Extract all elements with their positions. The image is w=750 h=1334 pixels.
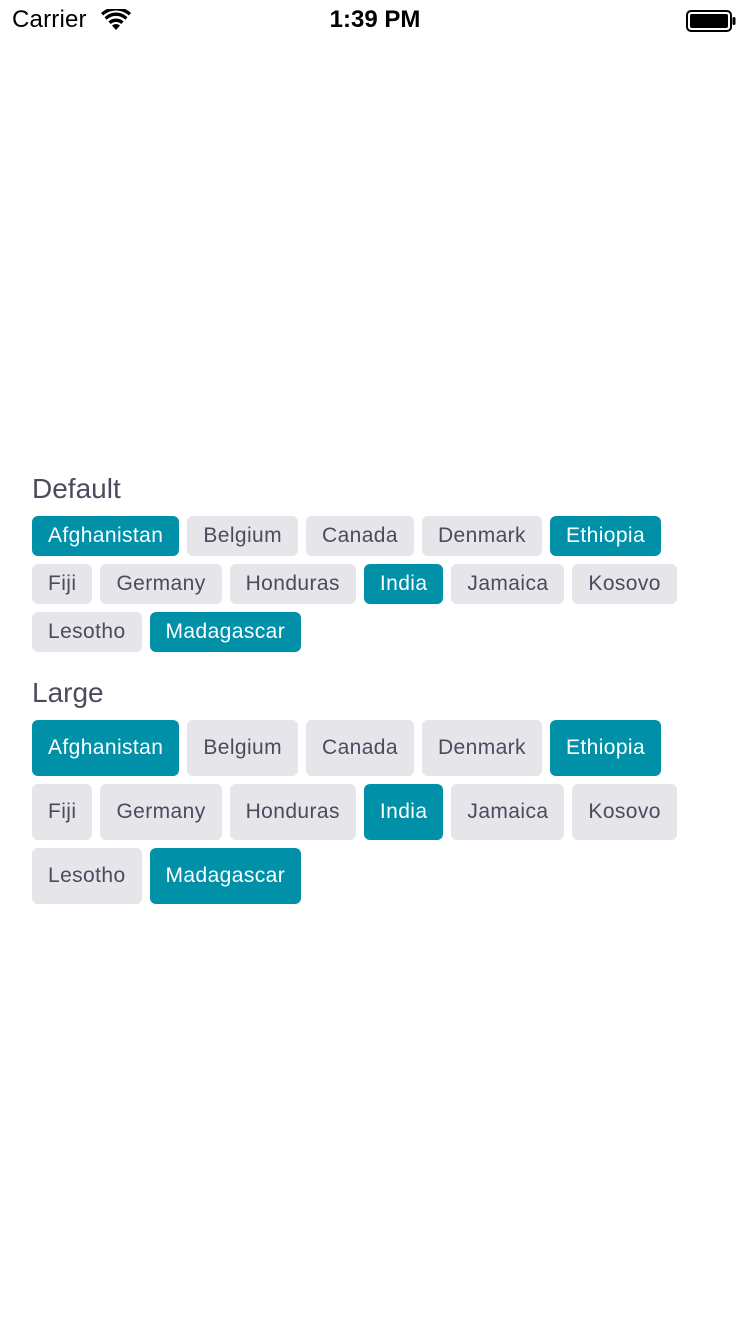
section-title-large: Large — [32, 677, 104, 708]
chip-afghanistan[interactable]: Afghanistan — [32, 516, 180, 556]
chip-honduras[interactable]: Honduras — [229, 784, 356, 840]
chip-lesotho[interactable]: Lesotho — [32, 612, 142, 652]
chip-belgium[interactable]: Belgium — [187, 720, 298, 776]
chip-afghanistan[interactable]: Afghanistan — [32, 720, 180, 776]
battery-icon — [686, 10, 736, 32]
chip-kosovo[interactable]: Kosovo — [572, 784, 677, 840]
chip-belgium[interactable]: Belgium — [187, 516, 298, 556]
chip-germany[interactable]: Germany — [100, 784, 222, 840]
chip-madagascar[interactable]: Madagascar — [149, 612, 302, 652]
status-time: 1:39 PM — [329, 6, 421, 33]
chip-group-default: Afghanistan Belgium Canada Denmark Ethiopia F… — [32, 516, 722, 652]
chip-ethiopia[interactable]: Ethiopia — [549, 516, 662, 556]
chip-madagascar[interactable]: Madagascar — [149, 848, 302, 904]
chip-fiji[interactable]: Fiji — [32, 564, 93, 604]
chip-jamaica[interactable]: Jamaica — [451, 784, 565, 840]
chip-india[interactable]: India — [363, 564, 444, 604]
chip-germany[interactable]: Germany — [100, 564, 222, 604]
chip-canada[interactable]: Canada — [306, 516, 414, 556]
chip-kosovo[interactable]: Kosovo — [572, 564, 677, 604]
section-title-default: Default — [32, 473, 121, 504]
chip-honduras[interactable]: Honduras — [229, 564, 356, 604]
chip-ethiopia[interactable]: Ethiopia — [549, 720, 662, 776]
section-large: Large Afghanistan Belgium Canada Denmark Eth… — [32, 676, 732, 904]
chip-india[interactable]: India — [363, 784, 444, 840]
chip-group-large: Afghanistan Belgium Canada Denmark Ethiopia F… — [32, 720, 722, 904]
section-default: Default Afghanistan Belgium Canada Denmark E… — [32, 472, 732, 652]
chip-canada[interactable]: Canada — [306, 720, 414, 776]
carrier-label: Carrier — [12, 6, 87, 33]
chip-denmark[interactable]: Denmark — [421, 720, 542, 776]
wifi-icon — [101, 9, 131, 30]
chip-jamaica[interactable]: Jamaica — [451, 564, 565, 604]
chip-fiji[interactable]: Fiji — [32, 784, 93, 840]
status-bar: Carrier 1:39 PM — [0, 0, 750, 40]
chip-denmark[interactable]: Denmark — [421, 516, 542, 556]
chip-lesotho[interactable]: Lesotho — [32, 848, 142, 904]
